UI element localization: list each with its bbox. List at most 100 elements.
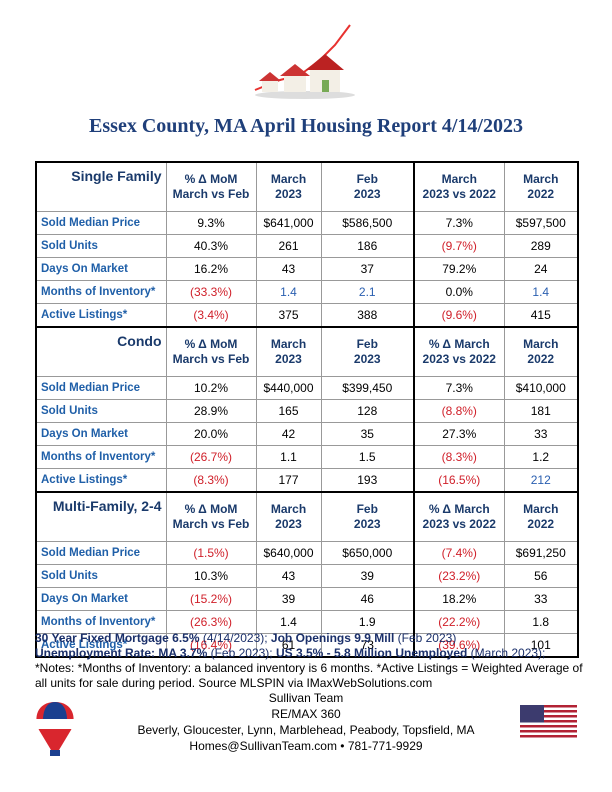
column-header-line: 2023 xyxy=(353,517,381,531)
cell: 128 xyxy=(320,399,415,423)
remax-logo xyxy=(34,702,76,756)
column-header-line: 2023 vs 2022 xyxy=(422,352,496,366)
footer-line: *Notes: *Months of Inventory: a balanced… xyxy=(35,661,585,691)
data-row: Sold Units 28.9% 165 128 (8.8%) 181 xyxy=(35,399,579,423)
data-row: Months of Inventory* (26.7%) 1.1 1.5 (8.3%) 1… xyxy=(35,445,579,469)
tables: Single Family% Δ MoM March vs Feb March 202… xyxy=(35,161,579,658)
column-header-line: 2023 xyxy=(275,517,302,531)
cell: $410,000 xyxy=(503,376,579,400)
column-header-line: Feb xyxy=(356,502,378,516)
cell: 39 xyxy=(255,587,322,611)
report-title: Essex County, MA April Housing Report 4/… xyxy=(89,115,523,137)
cell: (3.4%) xyxy=(165,303,257,328)
cell: 16.2% xyxy=(165,257,257,281)
cell: (23.2%) xyxy=(413,564,505,588)
footer-segment: (Feb 2023); xyxy=(207,646,276,660)
data-row: Sold Units 10.3% 43 39 (23.2%) 56 xyxy=(35,564,579,588)
header-row: Single Family% Δ MoM March vs Feb March 202… xyxy=(35,161,579,212)
column-header-line: % Δ MoM xyxy=(184,502,238,516)
cell: $586,500 xyxy=(320,211,415,235)
contact-line: Beverly, Gloucester, Lynn, Marblehead, P… xyxy=(137,723,475,737)
cell: 24 xyxy=(503,257,579,281)
cell: 39 xyxy=(320,564,415,588)
column-header: March 2023 xyxy=(255,161,322,212)
contact-line: Homes@SullivanTeam.com • 781-771-9929 xyxy=(189,739,423,753)
data-row: Months of Inventory* (26.3%) 1.4 1.9 (22.2%)… xyxy=(35,610,579,634)
cell: 73 xyxy=(320,633,415,658)
column-header-line: March vs Feb xyxy=(172,517,250,531)
column-header: March 2023 xyxy=(255,491,322,542)
data-row: Days On Market 20.0% 42 35 27.3% 33 xyxy=(35,422,579,446)
section-name: Multi-Family, 2-4 xyxy=(35,491,167,542)
column-header-line: 2023 vs 2022 xyxy=(422,187,496,201)
column-header-line: % Δ MoM xyxy=(184,337,238,351)
cell: $399,450 xyxy=(320,376,415,400)
cell: 261 xyxy=(255,234,322,258)
cell: 0.0% xyxy=(413,280,505,304)
column-header-line: % Δ MoM xyxy=(184,172,238,186)
column-header-line: March xyxy=(270,502,307,516)
cell: 1.8 xyxy=(503,610,579,634)
cell: 212 xyxy=(503,468,579,493)
cell: 10.2% xyxy=(165,376,257,400)
cell: (26.7%) xyxy=(165,445,257,469)
data-row: Sold Units 40.3% 261 186 (9.7%) 289 xyxy=(35,234,579,258)
cell: 28.9% xyxy=(165,399,257,423)
column-header-line: % Δ March xyxy=(428,337,490,351)
column-header-line: 2022 xyxy=(527,517,555,531)
cell: (1.5%) xyxy=(165,541,257,565)
cell: 375 xyxy=(255,303,322,328)
cell: 1.9 xyxy=(320,610,415,634)
row-label: Active Listings* xyxy=(35,633,167,658)
row-label: Months of Inventory* xyxy=(35,610,167,634)
cell: 289 xyxy=(503,234,579,258)
data-row: Sold Median Price (1.5%) $640,000 $650,000(… xyxy=(35,541,579,565)
column-header-line: March xyxy=(270,337,307,351)
column-header-line: March vs Feb xyxy=(172,187,250,201)
header-row: Multi-Family, 2-4% Δ MoM March vs Feb Marc… xyxy=(35,491,579,542)
row-label: Sold Median Price xyxy=(35,211,167,235)
row-label: Days On Market xyxy=(35,587,167,611)
cell: 18.2% xyxy=(413,587,505,611)
column-header: % Δ March 2023 vs 2022 xyxy=(413,491,505,542)
cell: 33 xyxy=(503,587,579,611)
column-header-line: 2023 xyxy=(275,187,302,201)
cell: 79.2% xyxy=(413,257,505,281)
column-header: % Δ MoM March vs Feb xyxy=(165,491,257,542)
row-label: Sold Median Price xyxy=(35,541,167,565)
section-table: Single Family% Δ MoM March vs Feb March 202… xyxy=(35,161,579,328)
column-header-line: Feb xyxy=(356,337,378,351)
cell: 1.5 xyxy=(320,445,415,469)
row-label: Sold Units xyxy=(35,399,167,423)
footer: 30 Year Fixed Mortgage 6.5% (4/14/2023);… xyxy=(35,631,585,691)
cell: 42 xyxy=(255,422,322,446)
cell: $597,500 xyxy=(503,211,579,235)
data-row: Active Listings* (8.3%) 177 193 (16.5%) 212 xyxy=(35,468,579,493)
cell: (26.3%) xyxy=(165,610,257,634)
cell: (9.6%) xyxy=(413,303,505,328)
cell: $440,000 xyxy=(255,376,322,400)
cell: (8.8%) xyxy=(413,399,505,423)
cell: (22.2%) xyxy=(413,610,505,634)
cell: (33.3%) xyxy=(165,280,257,304)
contact: Sullivan Team RE/MAX 360 Beverly, Gloucest… xyxy=(0,690,612,754)
row-label: Days On Market xyxy=(35,422,167,446)
column-header: March 2023 vs 2022 xyxy=(413,161,505,212)
section-table: Multi-Family, 2-4% Δ MoM March vs Feb Marc… xyxy=(35,491,579,658)
data-row: Active Listings* (16.4%) 61 73 (39.6%) 101 xyxy=(35,633,579,658)
section-name: Single Family xyxy=(35,161,167,212)
column-header: % Δ MoM March vs Feb xyxy=(165,161,257,212)
column-header-line: March xyxy=(270,172,307,186)
cell: (7.4%) xyxy=(413,541,505,565)
column-header-line: March xyxy=(523,337,559,351)
row-label: Active Listings* xyxy=(35,303,167,328)
column-header: Feb 2023 xyxy=(320,491,415,542)
cell: 7.3% xyxy=(413,376,505,400)
cell: 56 xyxy=(503,564,579,588)
column-header-line: Feb xyxy=(356,172,378,186)
cell: 27.3% xyxy=(413,422,505,446)
column-header-line: March xyxy=(523,172,559,186)
column-header-line: March xyxy=(523,502,559,516)
cell: (39.6%) xyxy=(413,633,505,658)
cell: 1.1 xyxy=(255,445,322,469)
